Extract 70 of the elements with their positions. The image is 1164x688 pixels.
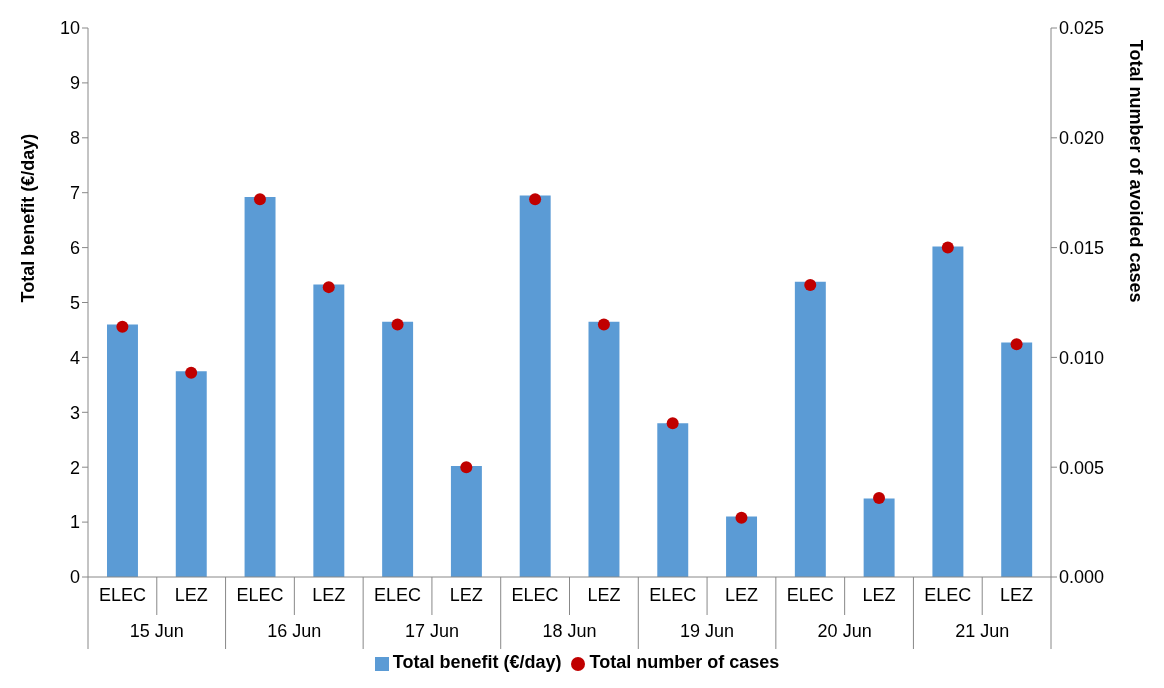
y-tick-label: 0 [69,567,80,588]
y-tick-label: 8 [69,128,80,149]
point [735,511,748,524]
point [941,241,954,254]
point [1010,338,1023,351]
y2-axis-title: Total number of avoided cases [1125,39,1146,303]
point [597,318,610,331]
bar [726,516,758,577]
bar [382,321,414,577]
bar [932,246,964,577]
x-tick-label: ELEC [374,585,422,605]
text: 21 Jun [955,621,1010,641]
x-tick-label: ELEC [511,585,559,605]
y-tick-label: 10 [59,18,80,39]
bar [657,423,689,577]
x-tick-label: ELEC [236,585,284,605]
y2-tick-label: 0.010 [1059,347,1105,368]
y2-tick-label: 0.000 [1059,567,1105,588]
y-tick-label: 1 [69,512,80,533]
point [322,281,335,294]
y2-tick-label: 0.020 [1059,128,1105,149]
x-tick-label: LEZ [862,585,896,605]
legend-label: Total number of cases [589,652,780,672]
point [391,318,404,331]
point [666,417,679,430]
y-tick-label: 6 [69,237,80,258]
point [460,461,473,474]
bar [794,281,826,577]
y-tick-label: 7 [69,183,80,204]
point [873,491,886,504]
text: 19 Jun [680,621,735,641]
x-tick-label: ELEC [649,585,697,605]
y2-tick-label: 0.015 [1059,237,1105,258]
y2-tick-label: 0.005 [1059,457,1105,478]
y2-tick-label: 0.025 [1059,18,1105,39]
bar [244,197,276,577]
x-tick-label: LEZ [1000,585,1034,605]
bar [450,466,482,577]
text: 16 Jun [267,621,322,641]
text: 15 Jun [129,621,184,641]
bar [863,498,895,577]
point [529,193,542,206]
bar [1001,342,1033,577]
y-axis-title: Total benefit (€/day) [18,133,39,303]
text: 20 Jun [817,621,872,641]
bar [175,371,207,577]
y-tick-label: 9 [69,73,80,94]
point [253,193,266,206]
y-tick-label: 2 [69,457,80,478]
x-tick-label: LEZ [312,585,346,605]
x-tick-label: ELEC [786,585,834,605]
bar [519,195,551,577]
point [804,278,817,291]
text: 18 Jun [542,621,597,641]
point [116,320,129,333]
y-tick-label: 3 [69,402,80,423]
x-tick-label: LEZ [174,585,208,605]
bar [588,321,620,577]
x-tick-label: LEZ [587,585,621,605]
y-tick-label: 4 [69,347,80,368]
legend-label: Total benefit (€/day) [392,652,562,672]
text: 17 Jun [404,621,459,641]
x-tick-label: LEZ [724,585,758,605]
x-tick-label: LEZ [449,585,483,605]
y-tick-label: 5 [69,292,80,313]
x-tick-label: ELEC [924,585,972,605]
bar [107,324,138,577]
bar [313,284,345,577]
point [185,366,198,379]
x-tick-label: ELEC [98,585,146,605]
